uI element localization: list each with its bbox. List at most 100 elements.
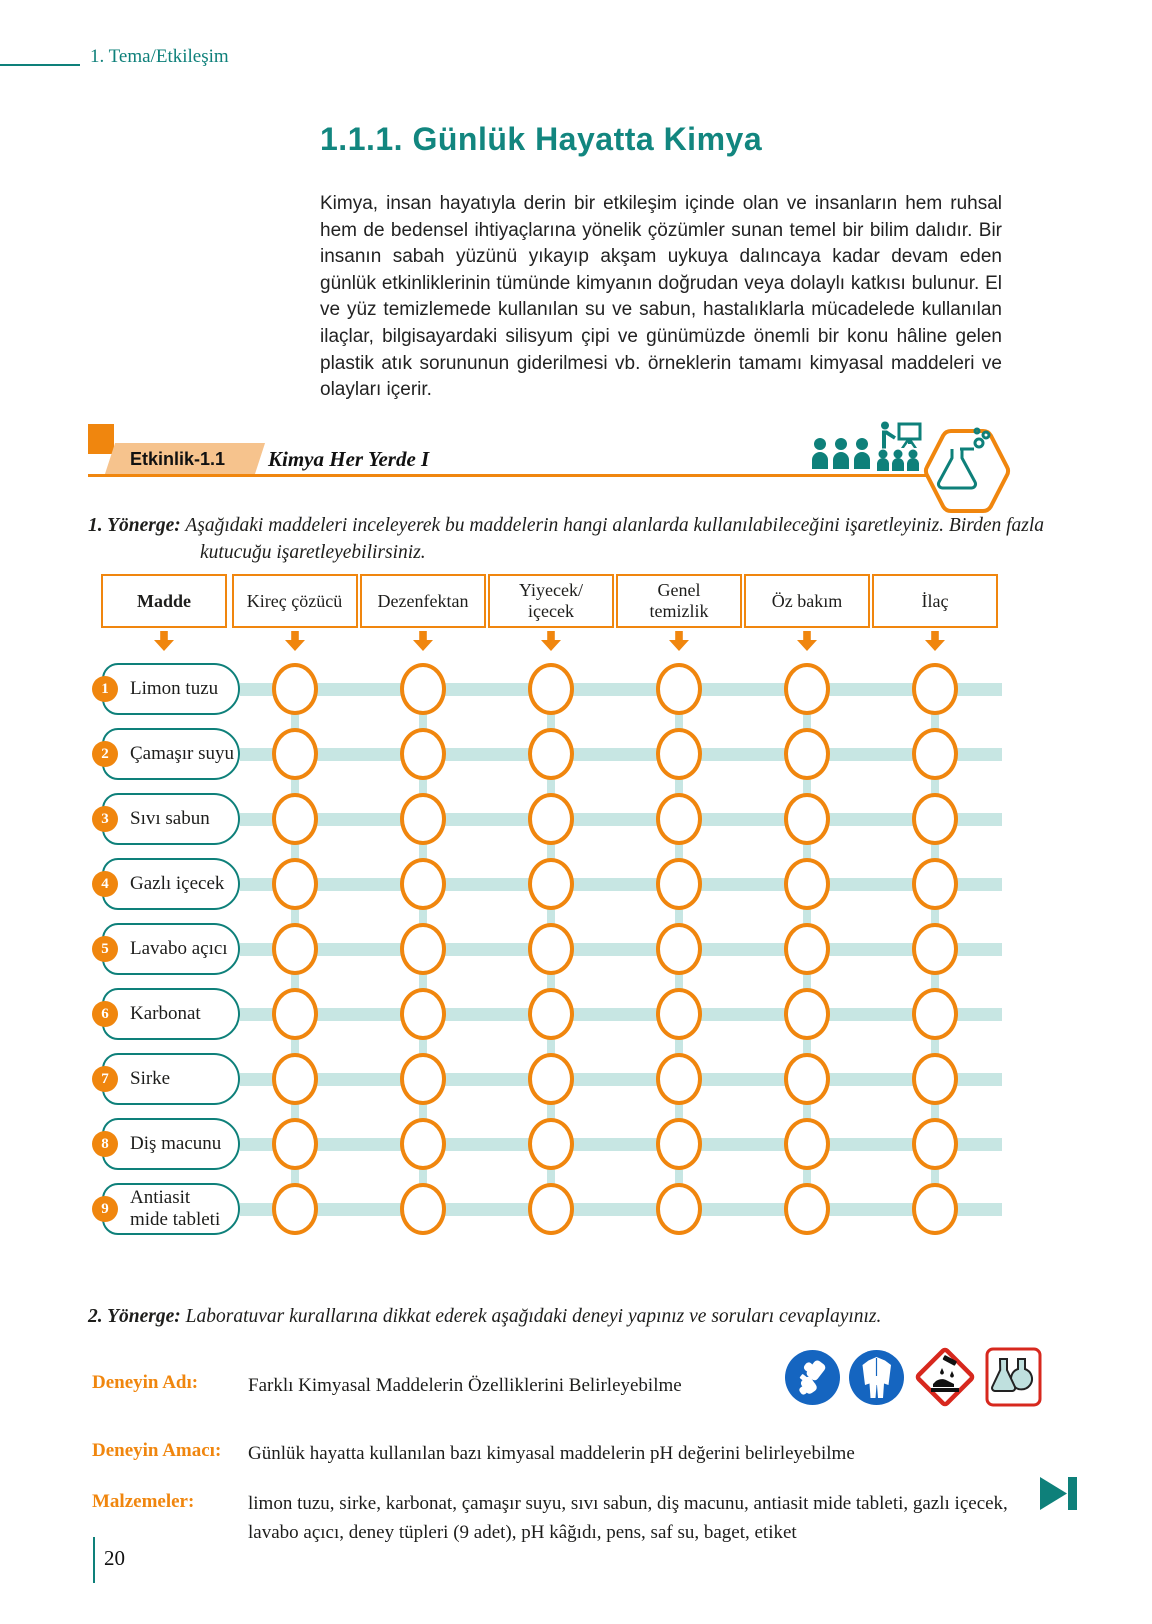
checkbox-circle[interactable] xyxy=(528,663,574,715)
checkbox-circle[interactable] xyxy=(912,988,958,1040)
checkbox-circle[interactable] xyxy=(271,793,318,845)
checkbox-circle[interactable] xyxy=(912,663,958,715)
checkbox-circle[interactable] xyxy=(400,988,446,1040)
instruction-1: 1. Yönerge: Aşağıdaki maddeleri inceleye… xyxy=(88,512,1068,566)
checkbox-circle[interactable] xyxy=(912,728,958,780)
checkbox-circle[interactable] xyxy=(528,728,574,780)
checkbox-circle[interactable] xyxy=(528,1183,574,1235)
checkbox-circle[interactable] xyxy=(400,858,446,910)
row-number-badge: 7 xyxy=(92,1066,118,1092)
arrow-down-icon xyxy=(669,631,689,651)
checkbox-circle[interactable] xyxy=(784,1183,830,1235)
checkbox-circle[interactable] xyxy=(400,923,446,975)
checkbox-circle[interactable] xyxy=(656,1118,702,1170)
row-band xyxy=(240,1137,1002,1151)
checkbox-circle[interactable] xyxy=(784,793,830,845)
checkbox-circle[interactable] xyxy=(784,728,830,780)
checkbox-circle[interactable] xyxy=(271,858,318,910)
row-number-badge: 6 xyxy=(92,1001,118,1027)
row-label: Limon tuzu xyxy=(130,678,219,699)
checkbox-circle[interactable] xyxy=(912,923,958,975)
experiment-materials: limon tuzu, sirke, karbonat, çamaşır suy… xyxy=(248,1493,1008,1543)
checkbox-circle[interactable] xyxy=(400,1118,446,1170)
checkbox-circle[interactable] xyxy=(271,1053,318,1105)
checkbox-circle[interactable] xyxy=(784,858,830,910)
checkbox-circle[interactable] xyxy=(528,1118,574,1170)
row-band xyxy=(240,1202,1002,1216)
checkbox-circle[interactable] xyxy=(271,663,318,715)
row-pill: 9 Antiasit mide tableti xyxy=(92,1183,240,1235)
row-pill: 3 Sıvı sabun xyxy=(92,793,240,845)
checkbox-circle[interactable] xyxy=(656,988,702,1040)
row-label: Diş macunu xyxy=(130,1133,222,1154)
checkbox-circle[interactable] xyxy=(912,858,958,910)
checkbox-circle[interactable] xyxy=(656,1183,702,1235)
corrosive-hazard-icon xyxy=(915,1347,975,1407)
row-label: Çamaşır suyu xyxy=(130,743,234,764)
row-band xyxy=(240,682,1002,696)
row-pill: 7 Sirke xyxy=(92,1053,240,1105)
presentation-icon xyxy=(877,421,922,471)
checkbox-circle[interactable] xyxy=(784,988,830,1040)
skip-next-icon[interactable] xyxy=(1040,1477,1078,1510)
checkbox-circle[interactable] xyxy=(271,1118,318,1170)
experiment-name-label: Deneyin Adı: xyxy=(92,1372,199,1393)
checkbox-circle[interactable] xyxy=(528,793,574,845)
page-title: 1.1.1. Günlük Hayatta Kimya xyxy=(320,121,763,158)
checkbox-circle[interactable] xyxy=(656,728,702,780)
activity-title: Kimya Her Yerde I xyxy=(268,447,430,471)
checkbox-circle[interactable] xyxy=(271,1183,318,1235)
gloves-icon xyxy=(785,1349,840,1405)
checkbox-circle[interactable] xyxy=(912,793,958,845)
intro-paragraph: Kimya, insan hayatıyla derin bir etkileş… xyxy=(320,193,1002,401)
column-header: Genel temizlik xyxy=(616,574,742,628)
checkbox-circle[interactable] xyxy=(784,1053,830,1105)
checkbox-circle[interactable] xyxy=(912,1183,958,1235)
checkbox-circle[interactable] xyxy=(400,1183,446,1235)
column-header: Öz bakım xyxy=(744,574,870,628)
arrow-down-icon xyxy=(284,631,305,651)
row-band xyxy=(240,1072,1002,1086)
checkbox-circle[interactable] xyxy=(271,923,318,975)
row-label: Karbonat xyxy=(130,1003,201,1024)
checkbox-circle[interactable] xyxy=(656,1053,702,1105)
checkbox-circle[interactable] xyxy=(528,923,574,975)
instruction-2-text: Laboratuvar kurallarına dikkat ederek aş… xyxy=(185,1305,882,1327)
experiment-purpose-label: Deneyin Amacı: xyxy=(92,1440,222,1461)
checkbox-circle[interactable] xyxy=(656,858,702,910)
checkbox-circle[interactable] xyxy=(271,988,318,1040)
arrow-down-icon xyxy=(797,631,817,651)
arrow-down-icon xyxy=(925,631,945,651)
group-work-icon xyxy=(812,438,870,469)
instruction-1-label: 1. Yönerge: xyxy=(88,514,181,536)
instruction-1-text: Aşağıdaki maddeleri inceleyerek bu madde… xyxy=(185,514,1045,563)
row-number-badge: 2 xyxy=(92,741,118,767)
checkbox-circle[interactable] xyxy=(400,793,446,845)
row-pill: 1 Limon tuzu xyxy=(92,663,240,715)
checkbox-circle[interactable] xyxy=(528,988,574,1040)
checkbox-circle[interactable] xyxy=(528,1053,574,1105)
row-pill: 6 Karbonat xyxy=(92,988,240,1040)
safety-icons xyxy=(784,1344,1042,1410)
checkbox-circle[interactable] xyxy=(656,923,702,975)
checkbox-circle[interactable] xyxy=(784,1118,830,1170)
row-band xyxy=(240,1007,1002,1021)
activity-corner-square xyxy=(88,424,114,454)
laboratory-chemicals-icon xyxy=(985,1347,1042,1407)
row-number-badge: 4 xyxy=(92,871,118,897)
checkbox-circle[interactable] xyxy=(271,728,318,780)
checkbox-circle[interactable] xyxy=(528,858,574,910)
arrow-down-icon xyxy=(154,631,174,651)
checkbox-circle[interactable] xyxy=(400,728,446,780)
checkbox-circle[interactable] xyxy=(912,1053,958,1105)
checkbox-circle[interactable] xyxy=(912,1118,958,1170)
checkbox-circle[interactable] xyxy=(656,793,702,845)
checkbox-circle[interactable] xyxy=(784,923,830,975)
checkbox-circle[interactable] xyxy=(784,663,830,715)
activity-badge-label: Etkinlik-1.1 xyxy=(130,449,226,469)
checkbox-circle[interactable] xyxy=(400,1053,446,1105)
checkbox-circle[interactable] xyxy=(656,663,702,715)
checkbox-circle[interactable] xyxy=(400,663,446,715)
instruction-2: 2. Yönerge: Laboratuvar kurallarına dikk… xyxy=(88,1303,956,1330)
